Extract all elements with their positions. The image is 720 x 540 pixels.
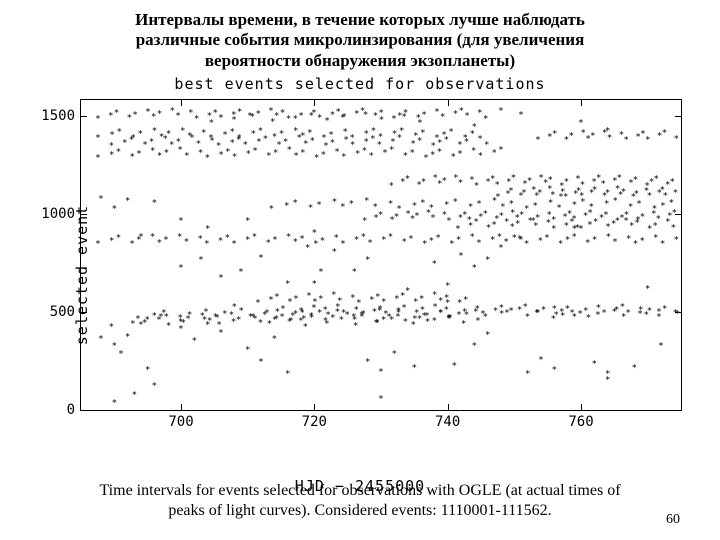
caption-line2: peaks of light curves). Considered event… bbox=[168, 502, 551, 519]
chart-container: best events selected for observations se… bbox=[20, 75, 700, 475]
title-ru-line1: Интервалы времени, в течение которых луч… bbox=[135, 10, 585, 29]
title-ru-line3: вероятности обнаружения экзопланеты) bbox=[205, 51, 515, 70]
title-russian: Интервалы времени, в течение которых луч… bbox=[40, 10, 680, 71]
plot-box: 050010001500700720740760****************… bbox=[80, 99, 682, 411]
page-number: 60 bbox=[666, 512, 680, 528]
x-axis-label: HJD − 2455000 bbox=[20, 477, 700, 495]
title-ru-line2: различные события микролинзирования (для… bbox=[136, 30, 585, 49]
chart-title: best events selected for observations bbox=[20, 75, 700, 93]
plot-area: selected event 050010001500700720740760*… bbox=[20, 95, 700, 455]
